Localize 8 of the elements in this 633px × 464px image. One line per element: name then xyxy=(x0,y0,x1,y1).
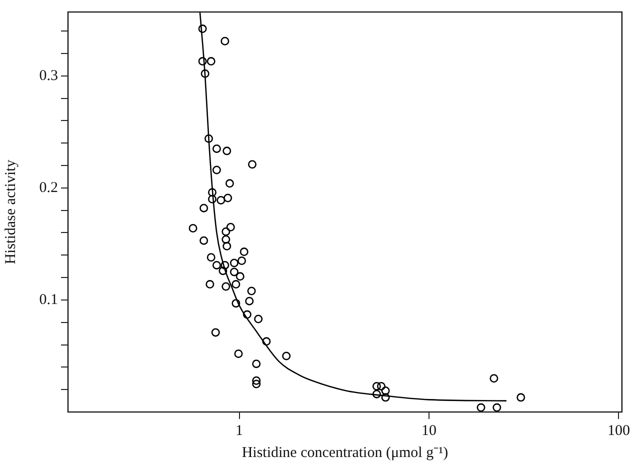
x-tick-label: 100 xyxy=(607,422,630,439)
y-axis-title: Histidase activity xyxy=(2,159,19,264)
y-tick-label: 0.1 xyxy=(39,292,58,308)
x-tick-label: 10 xyxy=(422,422,436,439)
x-axis-title: Histidine concentration (μmol g⁻¹) xyxy=(242,444,448,461)
x-tick-label: 1 xyxy=(236,422,244,439)
y-tick-label: 0.3 xyxy=(39,68,58,84)
y-tick-label: 0.2 xyxy=(39,180,58,196)
